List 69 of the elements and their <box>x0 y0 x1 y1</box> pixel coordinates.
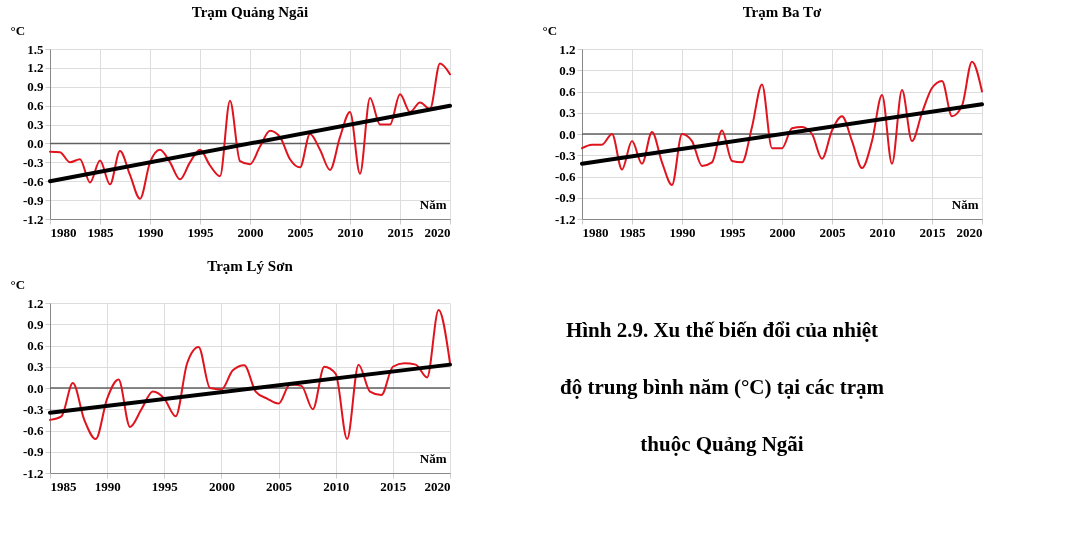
chart-title: Trạm Lý Sơn <box>207 258 294 274</box>
y-tick-label: 0.0 <box>27 380 44 396</box>
x-tick-label: 2005 <box>287 224 314 240</box>
y-tick-label: 0.3 <box>27 359 44 375</box>
x-tick-label: 1995 <box>719 224 746 240</box>
x-tick-label: 1990 <box>669 224 696 240</box>
x-tick-label: 1980 <box>582 224 609 240</box>
text: Hình 2.9. Xu thế biến đổi của nhiệt <box>565 318 879 343</box>
y-tick-label: 0.6 <box>27 98 44 114</box>
x-tick-label: 2015 <box>380 478 407 494</box>
y-tick-label: -1.2 <box>554 211 576 227</box>
y-tick-label: -0.9 <box>22 444 44 460</box>
y-axis-title: °C <box>542 22 558 38</box>
y-tick-label: -0.9 <box>22 192 44 208</box>
y-tick-label: -1.2 <box>22 211 44 227</box>
x-tick-label: 2020 <box>424 478 451 494</box>
x-tick-label: 1980 <box>50 224 77 240</box>
x-tick-label: 1985 <box>50 478 77 494</box>
y-tick-label: 0.3 <box>27 117 44 133</box>
x-tick-label: 2005 <box>266 478 293 494</box>
x-tick-label: 1995 <box>151 478 179 494</box>
x-tick-label: 2010 <box>869 224 896 240</box>
chart-title: Trạm Quảng Ngãi <box>191 4 309 20</box>
y-axis-title: °C <box>10 22 26 38</box>
y-tick-label: -0.6 <box>554 169 576 184</box>
x-tick-label: 2000 <box>208 478 235 494</box>
x-tick-label: 2000 <box>237 224 264 240</box>
y-tick-label: 0.9 <box>27 316 44 332</box>
x-tick-label: 1990 <box>137 224 164 240</box>
y-tick-label: 1.2 <box>27 295 44 311</box>
y-tick-label: 0.9 <box>27 79 44 95</box>
x-tick-label: 2010 <box>337 224 364 240</box>
x-tick-label: 2005 <box>819 224 846 240</box>
x-tick-label: 2015 <box>387 224 414 240</box>
x-tick-label: 2020 <box>956 224 983 240</box>
y-tick-label: 0.6 <box>27 338 44 353</box>
y-tick-label: 1.5 <box>27 41 44 57</box>
x-tick-label: 1985 <box>619 224 646 240</box>
y-tick-label: 0.0 <box>559 126 576 142</box>
chart-title: Trạm Ba Tơ <box>742 4 822 20</box>
x-axis-title: Năm <box>419 450 447 466</box>
text: độ trung bình năm (°C) tại các trạm <box>560 375 885 399</box>
x-tick-label: 2020 <box>424 224 451 240</box>
x-tick-label: 2015 <box>919 224 946 240</box>
y-tick-label: -0.3 <box>22 401 44 417</box>
text: thuộc Quảng Ngãi <box>640 431 804 456</box>
y-tick-label: 0.9 <box>559 62 576 78</box>
line-series <box>581 60 983 186</box>
x-tick-label: 1985 <box>87 224 114 240</box>
x-axis-title: Năm <box>951 196 979 212</box>
y-tick-label: 1.2 <box>27 60 44 76</box>
y-tick-label: -0.3 <box>554 147 576 163</box>
x-tick-label: 1995 <box>187 224 214 240</box>
y-tick-label: -0.6 <box>22 423 44 438</box>
line-series <box>49 62 451 200</box>
line-series <box>49 309 451 440</box>
x-tick-label: 1990 <box>94 478 121 494</box>
y-tick-label: -0.9 <box>554 190 576 206</box>
y-tick-label: 0.6 <box>559 84 576 99</box>
x-tick-label: 2000 <box>769 224 796 240</box>
y-axis-title: °C <box>10 276 26 292</box>
y-tick-label: -0.6 <box>22 173 44 189</box>
y-tick-label: 1.2 <box>559 41 576 57</box>
y-tick-label: -0.3 <box>22 154 44 170</box>
y-tick-label: 0.3 <box>559 105 576 121</box>
x-tick-label: 2010 <box>323 478 350 494</box>
y-tick-label: 0.0 <box>27 135 44 151</box>
x-axis-title: Năm <box>419 196 447 212</box>
y-tick-label: -1.2 <box>22 465 44 481</box>
